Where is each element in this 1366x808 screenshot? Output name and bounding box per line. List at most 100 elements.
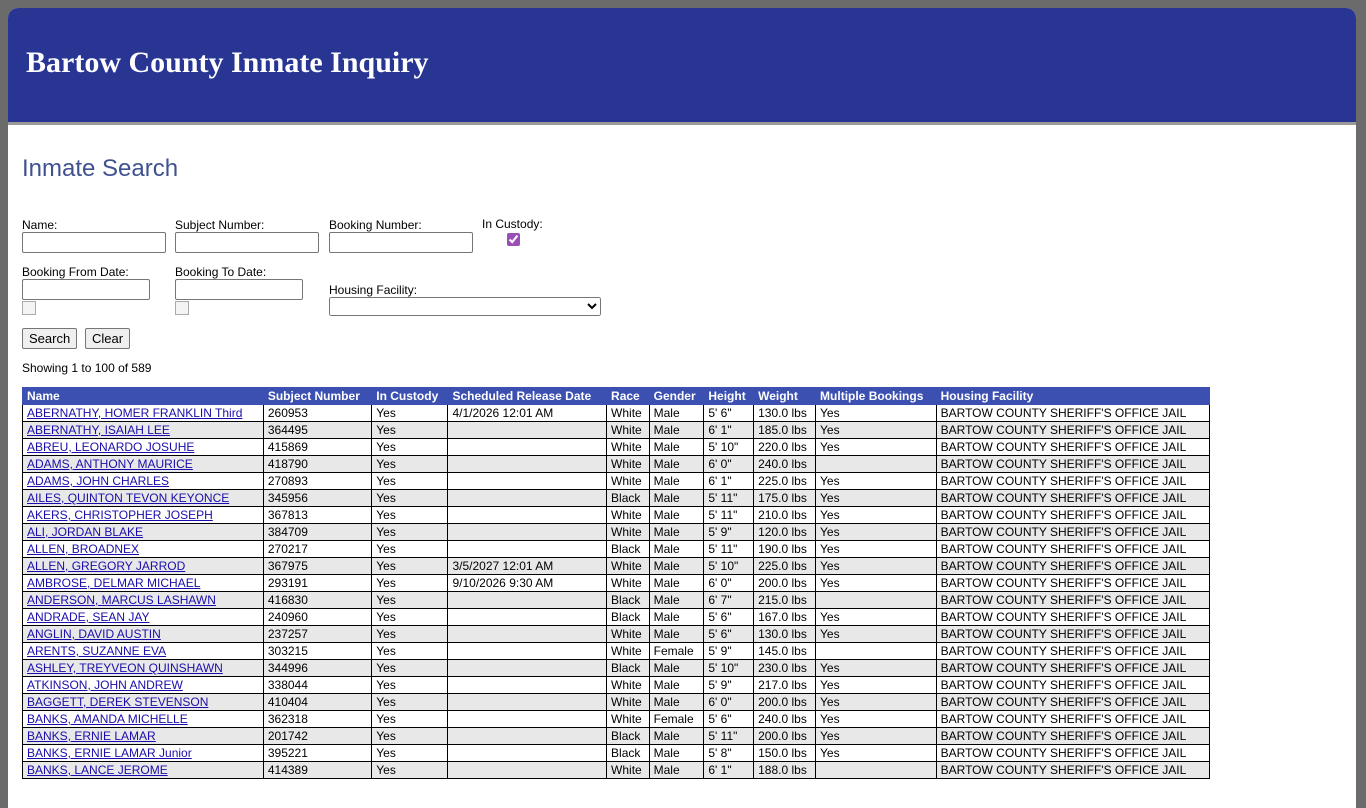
inmate-link[interactable]: ANGLIN, DAVID AUSTIN <box>27 627 161 641</box>
inmate-link[interactable]: ANDRADE, SEAN JAY <box>27 610 150 624</box>
table-cell: ANGLIN, DAVID AUSTIN <box>22 625 264 643</box>
inmate-link[interactable]: ABREU, LEONARDO JOSUHE <box>27 440 195 454</box>
table-cell <box>447 659 608 677</box>
calendar-icon[interactable] <box>22 301 36 315</box>
table-cell: 367975 <box>262 557 373 575</box>
inmate-link[interactable]: BANKS, AMANDA MICHELLE <box>27 712 188 726</box>
table-cell: 395221 <box>262 744 373 762</box>
table-cell: 9/10/2026 9:30 AM <box>447 574 608 592</box>
inmate-link[interactable]: ATKINSON, JOHN ANDREW <box>27 678 183 692</box>
table-cell <box>447 693 608 711</box>
column-header: Weight <box>753 387 817 405</box>
inmate-link[interactable]: ABERNATHY, ISAIAH LEE <box>27 423 170 437</box>
table-cell: ASHLEY, TREYVEON QUINSHAWN <box>22 659 264 677</box>
table-cell: BARTOW COUNTY SHERIFF'S OFFICE JAIL <box>935 472 1211 490</box>
field-label: Booking Number: <box>329 218 422 232</box>
from-date-input[interactable] <box>22 279 150 300</box>
inmate-link[interactable]: BANKS, ERNIE LAMAR <box>27 729 156 743</box>
to-date-input[interactable] <box>175 279 303 300</box>
table-cell: Yes <box>371 676 449 694</box>
table-cell: Yes <box>371 404 449 422</box>
table-cell: 175.0 lbs <box>753 489 817 507</box>
table-cell <box>447 523 608 541</box>
inmate-link[interactable]: BAGGETT, DEREK STEVENSON <box>27 695 209 709</box>
inmate-link[interactable]: ALLEN, GREGORY JARROD <box>27 559 186 573</box>
field-label: Booking From Date: <box>22 265 129 279</box>
table-cell: Yes <box>815 557 937 575</box>
table-cell <box>447 608 608 626</box>
inmate-link[interactable]: AKERS, CHRISTOPHER JOSEPH <box>27 508 213 522</box>
column-header: Name <box>22 387 264 405</box>
table-cell: Black <box>606 489 650 507</box>
table-cell: Male <box>648 727 705 745</box>
table-cell: Yes <box>815 710 937 728</box>
table-cell: 215.0 lbs <box>753 591 817 609</box>
table-cell: 384709 <box>262 523 373 541</box>
table-cell: 200.0 lbs <box>753 574 817 592</box>
search-title: Inmate Search <box>22 155 179 182</box>
inmate-link[interactable]: AMBROSE, DELMAR MICHAEL <box>27 576 201 590</box>
clear-button[interactable]: Clear <box>85 328 131 349</box>
inmate-link[interactable]: ADAMS, JOHN CHARLES <box>27 474 170 488</box>
name-input[interactable] <box>22 232 166 253</box>
table-row: ATKINSON, JOHN ANDREW 338044 Yes White Male 5… <box>22 676 1211 694</box>
page: Bartow County Inmate Inquiry Inmate Sear… <box>8 8 1356 808</box>
table-cell: 260953 <box>262 404 373 422</box>
table-cell: BARTOW COUNTY SHERIFF'S OFFICE JAIL <box>935 744 1211 762</box>
table-cell: 5' 11" <box>703 540 755 558</box>
table-cell: Yes <box>815 489 937 507</box>
table-cell: 5' 6" <box>703 710 755 728</box>
inmate-link[interactable]: ASHLEY, TREYVEON QUINSHAWN <box>27 661 223 675</box>
inmate-link[interactable]: ALLEN, BROADNEX <box>27 542 140 556</box>
table-cell: Yes <box>815 438 937 456</box>
table-cell <box>447 472 608 490</box>
table-cell: Male <box>648 608 705 626</box>
housing-select[interactable] <box>329 297 601 316</box>
subject-input[interactable] <box>175 232 319 253</box>
in-custody-checkbox[interactable] <box>507 233 520 246</box>
table-cell: 6' 1" <box>703 761 755 779</box>
inmate-link[interactable]: BANKS, LANCE JEROME <box>27 763 168 777</box>
table-cell: ALLEN, GREGORY JARROD <box>22 557 264 575</box>
booking-input[interactable] <box>329 232 473 253</box>
table-cell: 414389 <box>262 761 373 779</box>
inmate-link[interactable]: ADAMS, ANTHONY MAURICE <box>27 457 193 471</box>
column-header: Scheduled Release Date <box>447 387 608 405</box>
table-cell: 4/1/2026 12:01 AM <box>447 404 608 422</box>
inmate-link[interactable]: AILES, QUINTON TEVON KEYONCE <box>27 491 230 505</box>
table-cell: 6' 1" <box>703 472 755 490</box>
table-cell: Male <box>648 523 705 541</box>
table-cell: 5' 8" <box>703 744 755 762</box>
table-cell: AKERS, CHRISTOPHER JOSEPH <box>22 506 264 524</box>
table-cell: 200.0 lbs <box>753 693 817 711</box>
table-cell: Yes <box>371 642 449 660</box>
table-cell: 237257 <box>262 625 373 643</box>
table-cell: 6' 7" <box>703 591 755 609</box>
table-cell: 5' 6" <box>703 404 755 422</box>
table-cell: BARTOW COUNTY SHERIFF'S OFFICE JAIL <box>935 693 1211 711</box>
table-cell: Black <box>606 608 650 626</box>
column-header: Gender <box>648 387 705 405</box>
table-cell: BARTOW COUNTY SHERIFF'S OFFICE JAIL <box>935 489 1211 507</box>
calendar-icon[interactable] <box>175 301 189 315</box>
inmate-link[interactable]: ARENTS, SUZANNE EVA <box>27 644 167 658</box>
table-row: ALLEN, GREGORY JARROD 367975 Yes 3/5/2027 1… <box>22 557 1211 575</box>
field-label: Subject Number: <box>175 218 265 232</box>
table-cell: BARTOW COUNTY SHERIFF'S OFFICE JAIL <box>935 625 1211 643</box>
inmate-link[interactable]: BANKS, ERNIE LAMAR Junior <box>27 746 192 760</box>
table-cell: 3/5/2027 12:01 AM <box>447 557 608 575</box>
site-title: Bartow County Inmate Inquiry <box>26 46 429 79</box>
table-cell: Male <box>648 506 705 524</box>
table-cell: Yes <box>371 659 449 677</box>
inmate-link[interactable]: ANDERSON, MARCUS LASHAWN <box>27 593 216 607</box>
table-cell <box>447 676 608 694</box>
table-cell: Yes <box>371 608 449 626</box>
table-cell: 130.0 lbs <box>753 625 817 643</box>
table-cell: Yes <box>371 727 449 745</box>
inmate-link[interactable]: ALI, JORDAN BLAKE <box>27 525 144 539</box>
table-cell <box>447 710 608 728</box>
search-button[interactable]: Search <box>22 328 78 349</box>
inmate-link[interactable]: ABERNATHY, HOMER FRANKLIN Third <box>27 406 243 420</box>
table-row: ALI, JORDAN BLAKE 384709 Yes White Male 5' 9"… <box>22 523 1211 541</box>
table-cell: Male <box>648 625 705 643</box>
